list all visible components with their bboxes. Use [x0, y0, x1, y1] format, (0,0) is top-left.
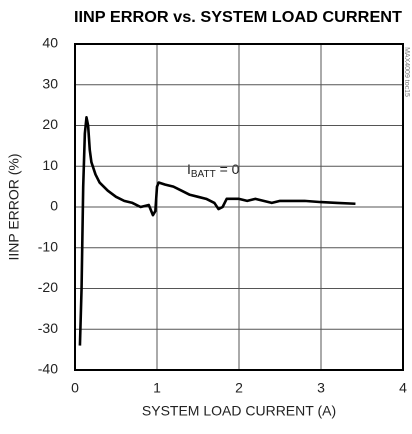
note: MAX4009 toc15: [403, 47, 410, 97]
y-tick-label: 20: [42, 116, 58, 132]
data-line: [78, 116, 356, 346]
annotation-rest: = 0: [216, 161, 240, 177]
y-axis-label: IINP ERROR (%): [6, 153, 22, 260]
x-tick-label: 1: [153, 380, 161, 396]
annotation-main: I: [187, 161, 191, 177]
y-tick-label: -20: [38, 279, 58, 295]
x-tick-label: 0: [71, 380, 79, 396]
y-tick-label: -30: [38, 320, 58, 336]
y-tick-label: -10: [38, 238, 58, 254]
y-tick-label: 0: [50, 198, 58, 214]
y-tick-label: 30: [42, 75, 58, 91]
y-tick-label: -40: [38, 361, 58, 377]
y-tick-label: 10: [42, 157, 58, 173]
x-tick-label: 3: [317, 380, 325, 396]
x-tick-label: 4: [399, 380, 407, 396]
annotation: IBATT = 0: [187, 161, 240, 180]
annotation-sub: BATT: [191, 169, 216, 180]
chart-title: IINP ERROR vs. SYSTEM LOAD CURRENT: [74, 9, 402, 26]
plot-frame: [74, 43, 404, 371]
y-tick-label: 40: [42, 35, 58, 51]
x-tick-label: 2: [235, 380, 243, 396]
x-axis-label: SYSTEM LOAD CURRENT (A): [142, 403, 336, 419]
